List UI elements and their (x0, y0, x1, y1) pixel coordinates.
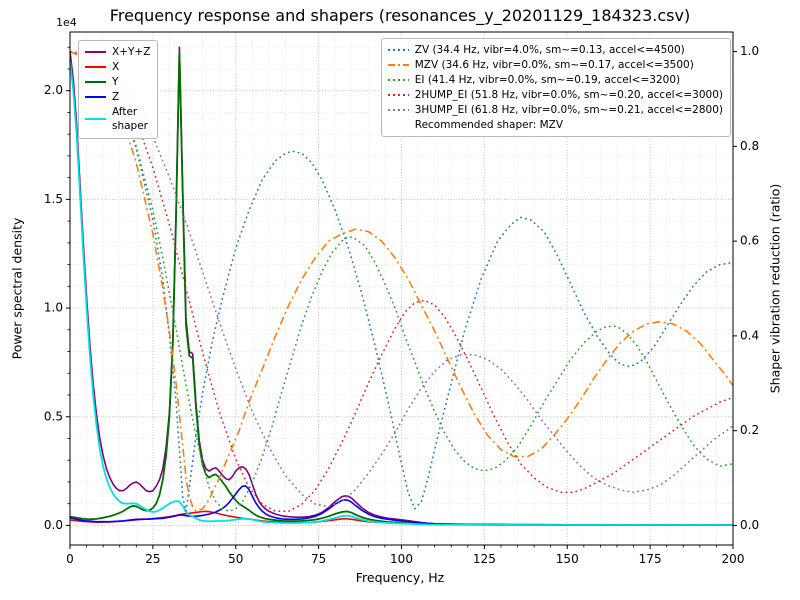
legend-item: X (85, 60, 150, 74)
series-mzv (69, 50, 734, 512)
y-axis-offset-label: 1e4 (56, 16, 77, 29)
tick-label: 0.8 (740, 139, 759, 153)
tick-label: 1.5 (44, 192, 63, 206)
legend-label: ZV (34.4 Hz, vibr=4.0%, sm~=0.13, accel<… (414, 44, 685, 56)
tick-label: 1.0 (44, 301, 63, 315)
tick-label: 25 (145, 552, 160, 566)
series-y (69, 50, 733, 526)
legend-label: EI (41.4 Hz, vibr=0.0%, sm~=0.19, accel<… (414, 74, 681, 86)
series-3hump_ei (69, 50, 734, 508)
tick-label: 0.2 (740, 423, 759, 437)
series-z (69, 485, 733, 526)
legend-label: Z (112, 91, 120, 103)
legend-shapers: ZV (34.4 Hz, vibr=4.0%, sm~=0.13, accel<… (380, 38, 731, 137)
legend-item: EI (41.4 Hz, vibr=0.0%, sm~=0.19, accel<… (387, 73, 723, 87)
shaper-series (69, 50, 734, 512)
chart-title: Frequency response and shapers (resonanc… (109, 6, 691, 25)
legend-line-sample (85, 51, 106, 53)
tick-label: 0 (66, 552, 74, 566)
series-x+y+z (69, 46, 733, 526)
legend-item: MZV (34.6 Hz, vibr=0.0%, sm~=0.17, accel… (387, 58, 723, 72)
legend-psd: X+Y+Z X Y Z After shaper (78, 40, 159, 139)
series-after-shaper (69, 60, 733, 526)
tick-label: 75 (311, 552, 326, 566)
tick-label: 0.0 (740, 518, 759, 532)
tick-label: 2.0 (44, 83, 63, 97)
legend-label: 2HUMP_EI (51.8 Hz, vibr=0.0%, sm~=0.20, … (414, 89, 723, 101)
tick-label: 0.5 (44, 409, 63, 423)
tick-label: 100 (390, 552, 413, 566)
recommended-shaper-note: Recommended shaper: MZV (414, 119, 564, 131)
tick-label: 1.0 (740, 44, 759, 58)
legend-item: Y (85, 75, 150, 89)
legend-item: 3HUMP_EI (61.8 Hz, vibr=0.0%, sm~=0.21, … (387, 103, 723, 117)
y-axis-label-left: Power spectral density (9, 217, 25, 360)
legend-item: After shaper (85, 105, 150, 133)
series-ei (69, 50, 734, 512)
tick-label: 200 (722, 552, 745, 566)
legend-label: MZV (34.6 Hz, vibr=0.0%, sm~=0.17, accel… (414, 59, 694, 71)
legend-label: After shaper (112, 106, 149, 132)
tick-label: 175 (639, 552, 662, 566)
tick-label: 50 (228, 552, 243, 566)
legend-label: X (112, 61, 120, 73)
psd-series (69, 46, 733, 526)
tick-label: 0.0 (44, 518, 63, 532)
series-zv (69, 50, 734, 512)
legend-line-sample (387, 94, 409, 96)
legend-label: 3HUMP_EI (61.8 Hz, vibr=0.0%, sm~=0.21, … (414, 104, 723, 116)
legend-label: X+Y+Z (112, 46, 151, 58)
legend-line-sample (85, 118, 106, 120)
legend-line-sample (85, 66, 106, 68)
tick-label: 0.6 (740, 234, 759, 248)
legend-line-sample (387, 49, 409, 51)
y-axis-label-right: Shaper vibration reduction (ratio) (767, 183, 783, 394)
legend-line-sample (85, 96, 106, 98)
legend-item: 2HUMP_EI (51.8 Hz, vibr=0.0%, sm~=0.20, … (387, 88, 723, 102)
series-2hump_ei (69, 50, 734, 512)
legend-line-sample (387, 64, 409, 66)
legend-line-sample (387, 79, 409, 81)
legend-item: ZV (34.4 Hz, vibr=4.0%, sm~=0.13, accel<… (387, 43, 723, 57)
legend-label: Y (112, 76, 119, 88)
ticks: 0 25 50 75 100 125 150 175 200 0.0 0.5 1.0 1.5 2.0 0.0… (44, 44, 759, 566)
legend-item: X+Y+Z (85, 45, 150, 59)
legend-line-sample (387, 109, 409, 111)
tick-label: 0.4 (740, 328, 759, 342)
legend-item: Z (85, 90, 150, 104)
tick-label: 125 (473, 552, 496, 566)
x-axis-label: Frequency, Hz (355, 570, 445, 585)
tick-label: 150 (556, 552, 579, 566)
legend-shapers-rows: ZV (34.4 Hz, vibr=4.0%, sm~=0.13, accel<… (387, 43, 723, 117)
legend-line-sample (85, 81, 106, 83)
